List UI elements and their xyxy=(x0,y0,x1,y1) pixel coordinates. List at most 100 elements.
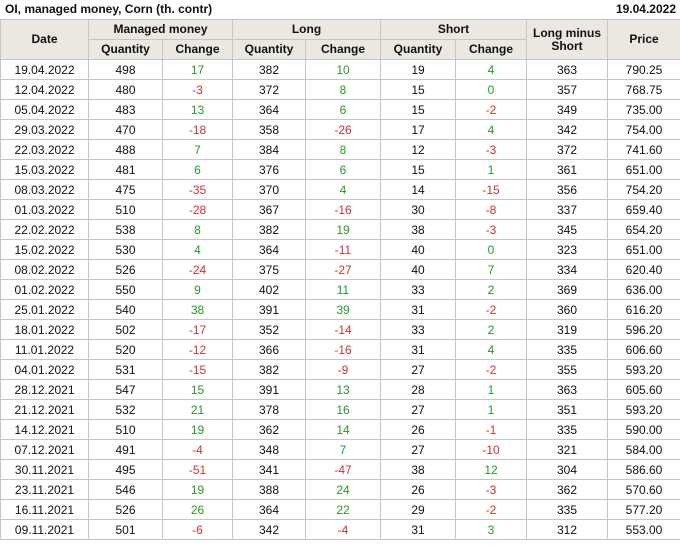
table-body: 19.04.2022 498 17 382 10 19 4 363 790.25 12.04.20… xyxy=(0,59,680,540)
cell-date: 18.01.2022 xyxy=(0,319,89,340)
cell-mm_change: 38 xyxy=(162,299,233,320)
cell-long_change: -16 xyxy=(304,339,382,360)
cell-short_change: 3 xyxy=(455,519,528,540)
table-row: 28.12.2021 547 15 391 13 28 1 363 605.60 xyxy=(0,379,680,400)
cell-short_change: -2 xyxy=(455,359,528,380)
cell-short_change: 4 xyxy=(455,119,528,140)
cell-long_minus_short: 319 xyxy=(526,319,609,340)
cell-long_minus_short: 357 xyxy=(526,79,609,100)
cell-long_change: 7 xyxy=(304,439,382,460)
cell-long_change: 8 xyxy=(304,79,382,100)
cell-mm_change: 17 xyxy=(162,59,233,80)
cell-long_change: 19 xyxy=(304,219,382,240)
cell-long_quantity: 352 xyxy=(232,319,306,340)
cell-mm_quantity: 547 xyxy=(88,379,163,400)
cell-long_change: 22 xyxy=(304,499,382,520)
cell-short_change: -8 xyxy=(455,199,528,220)
cell-long_minus_short: 335 xyxy=(526,499,609,520)
cell-long_minus_short: 312 xyxy=(526,519,609,540)
table-header: Date Managed money Long Short Long minus… xyxy=(0,19,680,60)
table-row: 08.03.2022 475 -35 370 4 14 -15 356 754.20 xyxy=(0,179,680,200)
cell-mm_quantity: 526 xyxy=(88,259,163,280)
cell-price: 651.00 xyxy=(607,239,680,260)
cell-short_quantity: 40 xyxy=(380,259,457,280)
cell-long_minus_short: 345 xyxy=(526,219,609,240)
cell-short_quantity: 28 xyxy=(380,379,457,400)
cell-price: 741.60 xyxy=(607,139,680,160)
cot-table: Date Managed money Long Short Long minus… xyxy=(0,19,680,540)
cell-date: 16.11.2021 xyxy=(0,499,89,520)
header-long-minus-short: Long minus Short xyxy=(526,19,609,60)
cell-long_change: -27 xyxy=(304,259,382,280)
cell-date: 08.03.2022 xyxy=(0,179,89,200)
cell-long_change: 11 xyxy=(304,279,382,300)
cell-long_quantity: 364 xyxy=(232,499,306,520)
cell-long_minus_short: 342 xyxy=(526,119,609,140)
cell-short_change: -15 xyxy=(455,179,528,200)
cell-short_quantity: 38 xyxy=(380,219,457,240)
table-row: 01.02.2022 550 9 402 11 33 2 369 636.00 xyxy=(0,279,680,300)
cell-mm_change: -17 xyxy=(162,319,233,340)
cell-long_change: -11 xyxy=(304,239,382,260)
table-row: 14.12.2021 510 19 362 14 26 -1 335 590.00 xyxy=(0,419,680,440)
cell-mm_change: 4 xyxy=(162,239,233,260)
cell-short_change: 1 xyxy=(455,159,528,180)
cell-date: 12.04.2022 xyxy=(0,79,89,100)
cell-mm_change: 6 xyxy=(162,159,233,180)
cell-short_change: -2 xyxy=(455,299,528,320)
table-row: 22.03.2022 488 7 384 8 12 -3 372 741.60 xyxy=(0,139,680,160)
cell-short_change: -3 xyxy=(455,139,528,160)
cell-long_change: -16 xyxy=(304,199,382,220)
cell-short_quantity: 26 xyxy=(380,419,457,440)
cell-price: 586.60 xyxy=(607,459,680,480)
cell-date: 19.04.2022 xyxy=(0,59,89,80)
table-row: 01.03.2022 510 -28 367 -16 30 -8 337 659.40 xyxy=(0,199,680,220)
cell-long_quantity: 382 xyxy=(232,219,306,240)
cell-mm_quantity: 481 xyxy=(88,159,163,180)
table-row: 08.02.2022 526 -24 375 -27 40 7 334 620.40 xyxy=(0,259,680,280)
cell-date: 25.01.2022 xyxy=(0,299,89,320)
header-managed-money: Managed money xyxy=(88,19,233,40)
cell-date: 15.02.2022 xyxy=(0,239,89,260)
cell-short_quantity: 40 xyxy=(380,239,457,260)
cell-long_change: 39 xyxy=(304,299,382,320)
cell-long_minus_short: 321 xyxy=(526,439,609,460)
cell-long_quantity: 388 xyxy=(232,479,306,500)
cell-date: 22.02.2022 xyxy=(0,219,89,240)
cell-mm_quantity: 475 xyxy=(88,179,163,200)
cell-long_quantity: 362 xyxy=(232,419,306,440)
cell-mm_quantity: 510 xyxy=(88,199,163,220)
cell-mm_change: 8 xyxy=(162,219,233,240)
cell-short_quantity: 19 xyxy=(380,59,457,80)
cell-date: 28.12.2021 xyxy=(0,379,89,400)
cell-price: 593.20 xyxy=(607,359,680,380)
cell-mm_change: -18 xyxy=(162,119,233,140)
cell-long_quantity: 366 xyxy=(232,339,306,360)
cell-date: 15.03.2022 xyxy=(0,159,89,180)
cell-mm_change: 15 xyxy=(162,379,233,400)
cell-price: 605.60 xyxy=(607,379,680,400)
cell-long_change: 24 xyxy=(304,479,382,500)
cell-price: 790.25 xyxy=(607,59,680,80)
cell-long_minus_short: 360 xyxy=(526,299,609,320)
cell-price: 553.00 xyxy=(607,519,680,540)
cell-long_quantity: 372 xyxy=(232,79,306,100)
cell-mm_change: -6 xyxy=(162,519,233,540)
cell-short_quantity: 27 xyxy=(380,359,457,380)
cell-price: 570.60 xyxy=(607,479,680,500)
cell-mm_quantity: 538 xyxy=(88,219,163,240)
cell-long_minus_short: 337 xyxy=(526,199,609,220)
cell-long_quantity: 342 xyxy=(232,519,306,540)
cell-date: 09.11.2021 xyxy=(0,519,89,540)
cell-long_change: 13 xyxy=(304,379,382,400)
cell-mm_quantity: 480 xyxy=(88,79,163,100)
cell-long_quantity: 376 xyxy=(232,159,306,180)
table-row: 29.03.2022 470 -18 358 -26 17 4 342 754.00 xyxy=(0,119,680,140)
table-row: 19.04.2022 498 17 382 10 19 4 363 790.25 xyxy=(0,59,680,80)
cell-date: 11.01.2022 xyxy=(0,339,89,360)
header-short: Short xyxy=(380,19,528,40)
cell-long_quantity: 375 xyxy=(232,259,306,280)
cell-mm_change: 19 xyxy=(162,479,233,500)
cell-mm_change: -24 xyxy=(162,259,233,280)
cell-mm_quantity: 532 xyxy=(88,399,163,420)
